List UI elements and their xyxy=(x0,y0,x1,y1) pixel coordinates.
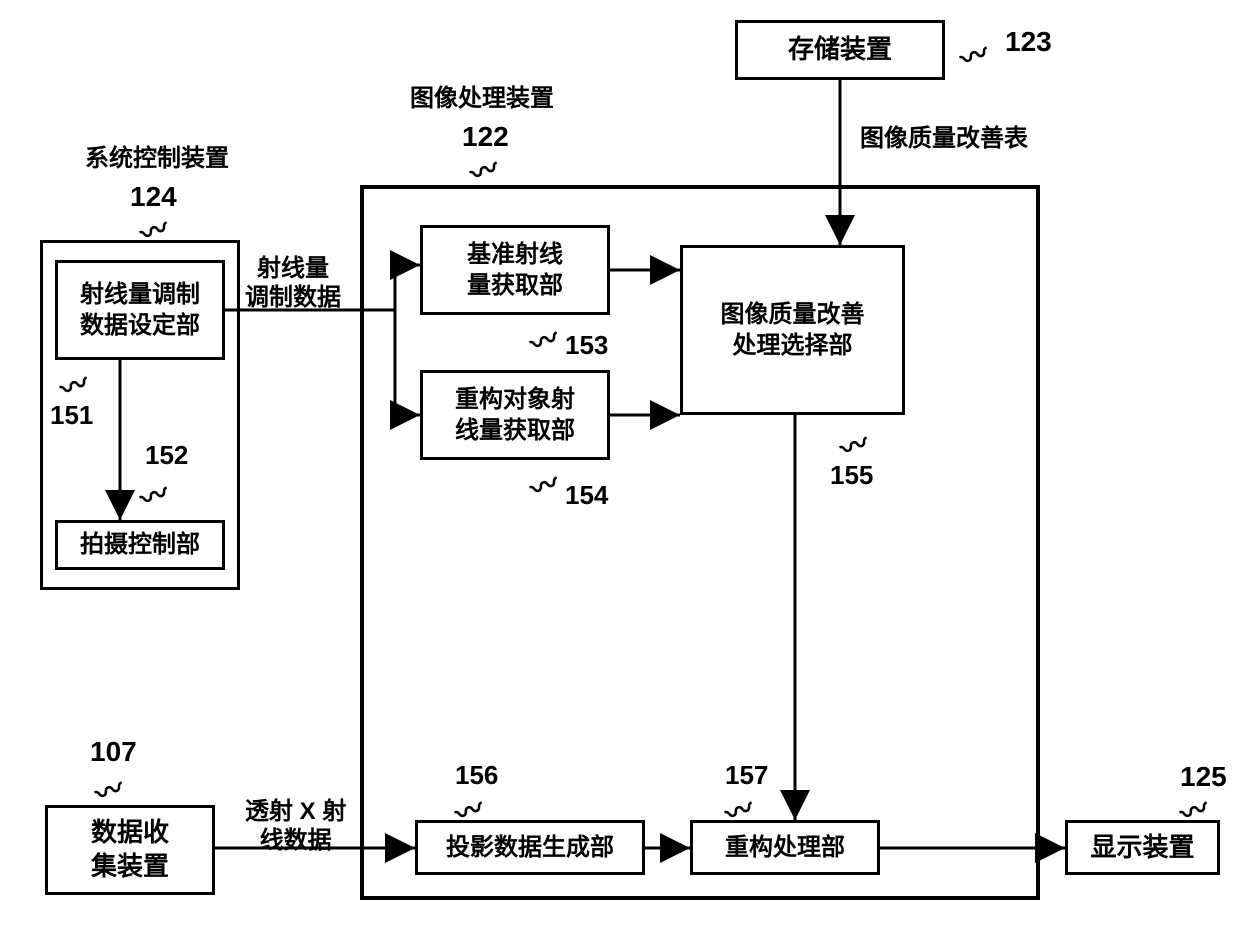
num-156: 156 xyxy=(455,760,498,791)
img-proc-label: 图像处理装置 xyxy=(410,85,554,114)
dose-set-box: 射线量调制 数据设定部 xyxy=(55,260,225,360)
proj-gen-box: 投影数据生成部 xyxy=(415,820,645,875)
num-107: 107 xyxy=(90,735,137,769)
lead-123: 〰 xyxy=(954,31,994,78)
recon-dose-box: 重构对象射 线量获取部 xyxy=(420,370,610,460)
recon-proc-box: 重构处理部 xyxy=(690,820,880,875)
num-154: 154 xyxy=(565,480,608,511)
data-acq-box: 数据收 集装置 xyxy=(45,805,215,895)
num-152: 152 xyxy=(145,440,188,471)
num-153: 153 xyxy=(565,330,608,361)
storage-box: 存储装置 xyxy=(735,20,945,80)
shoot-ctrl-box: 拍摄控制部 xyxy=(55,520,225,570)
edge-xray: 透射 X 射 线数据 xyxy=(245,798,346,856)
iq-select-box: 图像质量改善 处理选择部 xyxy=(680,245,905,415)
sys-ctrl-label: 系统控制装置 xyxy=(85,145,229,174)
num-125: 125 xyxy=(1180,760,1227,794)
ref-dose-box: 基准射线 量获取部 xyxy=(420,225,610,315)
num-157: 157 xyxy=(725,760,768,791)
edge-iq-table: 图像质量改善表 xyxy=(860,125,1028,154)
edge-dose-mod: 射线量 调制数据 xyxy=(245,255,341,313)
num-123: 123 xyxy=(1005,25,1052,59)
